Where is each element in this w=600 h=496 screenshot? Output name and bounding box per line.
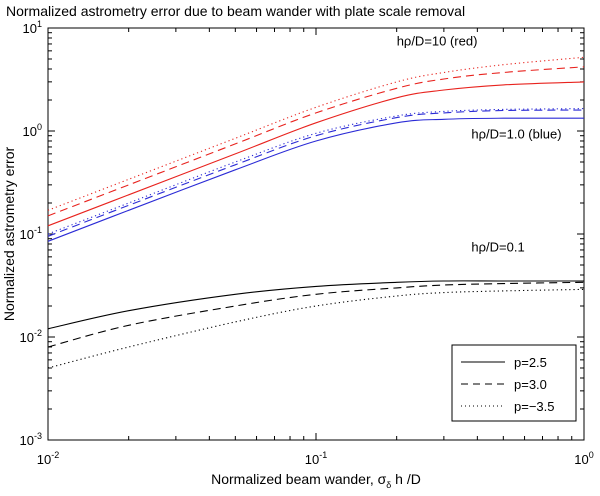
series-line-4 [47,117,585,242]
series-line-3 [47,56,585,211]
series-line-7 [47,280,584,330]
axis-ticks: 10-2 10-1 100 10-3 10-2 10-1 100 101 [20,19,594,467]
y-tick-label: 10-1 [20,225,42,242]
series-line-1 [47,81,585,227]
series-line-2 [47,66,585,217]
x-axis-label-suffix: h /D [391,471,421,487]
series-line-8 [47,281,585,348]
x-tick-label: 10-1 [305,450,327,467]
chart-title: Normalized astrometry error due to beam … [6,3,465,19]
legend: p=2.5 p=3.0 p=−3.5 [451,344,577,422]
legend-label-dotted: p=−3.5 [514,399,555,414]
x-axis-label-symbol: σ [378,471,387,487]
annotation-black: hρ/D=0.1 [471,239,524,254]
x-axis-label: Normalized beam wander, σδ h /D [211,471,421,490]
series-lines [47,56,585,369]
annotation-red: hρ/D=10 (red) [397,33,478,48]
y-tick-label: 10-2 [20,328,42,345]
x-tick-label: 100 [574,450,593,467]
x-tick-label: 10-2 [37,450,59,467]
y-tick-label: 100 [23,122,42,139]
legend-label-dashed: p=3.0 [514,377,547,392]
legend-box [451,344,577,422]
x-axis-label-subscript: δ [386,480,391,490]
y-axis-label: Normalized astrometry error [1,147,17,322]
y-tick-label: 101 [23,19,42,36]
annotation-blue: hρ/D=1.0 (blue) [471,126,561,141]
y-tick-label: 10-3 [20,431,42,448]
legend-label-solid: p=2.5 [514,355,547,370]
x-axis-label-prefix: Normalized beam wander, [211,471,378,487]
series-line-5 [47,109,585,237]
